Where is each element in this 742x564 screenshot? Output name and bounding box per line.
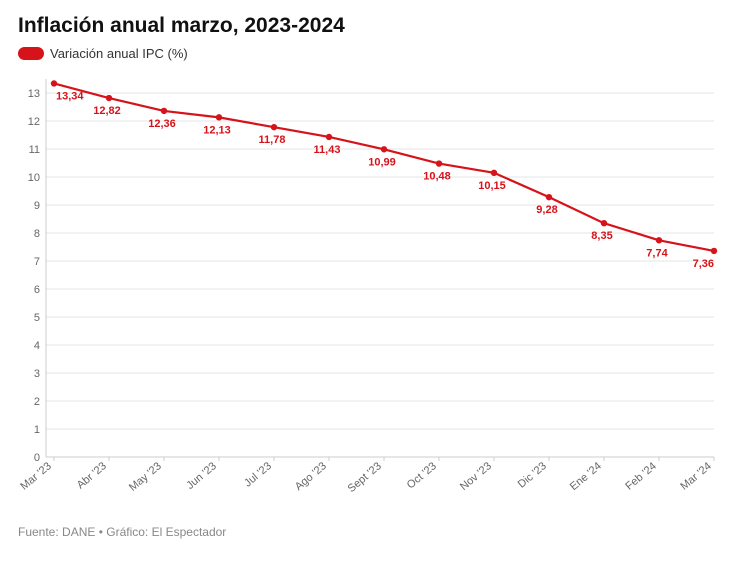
svg-text:10,48: 10,48 [423, 171, 451, 183]
legend: Variación anual IPC (%) [18, 46, 724, 61]
svg-text:Dic '23: Dic '23 [516, 460, 549, 491]
line-chart: 012345678910111213Mar '23Abr '23May '23J… [18, 71, 724, 519]
svg-text:10: 10 [28, 172, 40, 184]
svg-text:9,28: 9,28 [536, 204, 557, 216]
svg-text:10,99: 10,99 [368, 156, 396, 168]
chart-area: 012345678910111213Mar '23Abr '23May '23J… [18, 71, 724, 519]
svg-text:6: 6 [34, 284, 40, 296]
svg-text:4: 4 [34, 340, 40, 352]
svg-text:Jul '23: Jul '23 [242, 460, 274, 489]
svg-text:10,15: 10,15 [478, 180, 506, 192]
svg-text:Feb '24: Feb '24 [623, 460, 659, 493]
svg-text:Ene '24: Ene '24 [568, 460, 604, 493]
svg-text:Abr '23: Abr '23 [75, 460, 109, 491]
svg-text:5: 5 [34, 312, 40, 324]
svg-text:Mar '23: Mar '23 [18, 460, 54, 493]
svg-text:8: 8 [34, 228, 40, 240]
svg-text:Jun '23: Jun '23 [184, 460, 219, 492]
svg-text:12,36: 12,36 [148, 118, 176, 130]
svg-text:Mar '24: Mar '24 [678, 460, 714, 493]
svg-text:13,34: 13,34 [56, 90, 84, 102]
svg-text:11: 11 [29, 144, 40, 156]
svg-text:2: 2 [34, 396, 40, 408]
svg-text:8,35: 8,35 [591, 230, 612, 242]
svg-text:12,82: 12,82 [93, 105, 121, 117]
svg-text:Sept '23: Sept '23 [346, 460, 384, 495]
legend-swatch [18, 47, 44, 60]
svg-text:7,36: 7,36 [693, 258, 714, 270]
svg-text:11,78: 11,78 [259, 134, 286, 146]
legend-label: Variación anual IPC (%) [50, 46, 188, 61]
svg-text:Ago '23: Ago '23 [293, 460, 329, 493]
svg-text:Oct '23: Oct '23 [405, 460, 439, 491]
svg-text:0: 0 [34, 452, 40, 464]
svg-text:7,74: 7,74 [646, 247, 668, 259]
svg-text:May '23: May '23 [127, 460, 164, 494]
svg-text:9: 9 [34, 200, 40, 212]
svg-text:Nov '23: Nov '23 [458, 460, 494, 493]
svg-text:7: 7 [34, 256, 40, 268]
svg-text:13: 13 [28, 88, 40, 100]
svg-text:12: 12 [28, 116, 40, 128]
chart-title: Inflación anual marzo, 2023-2024 [18, 14, 724, 38]
chart-footer: Fuente: DANE • Gráfico: El Espectador [18, 525, 724, 539]
svg-text:11,43: 11,43 [314, 144, 341, 156]
svg-text:1: 1 [34, 424, 40, 436]
svg-text:3: 3 [34, 368, 40, 380]
svg-text:12,13: 12,13 [203, 124, 231, 136]
